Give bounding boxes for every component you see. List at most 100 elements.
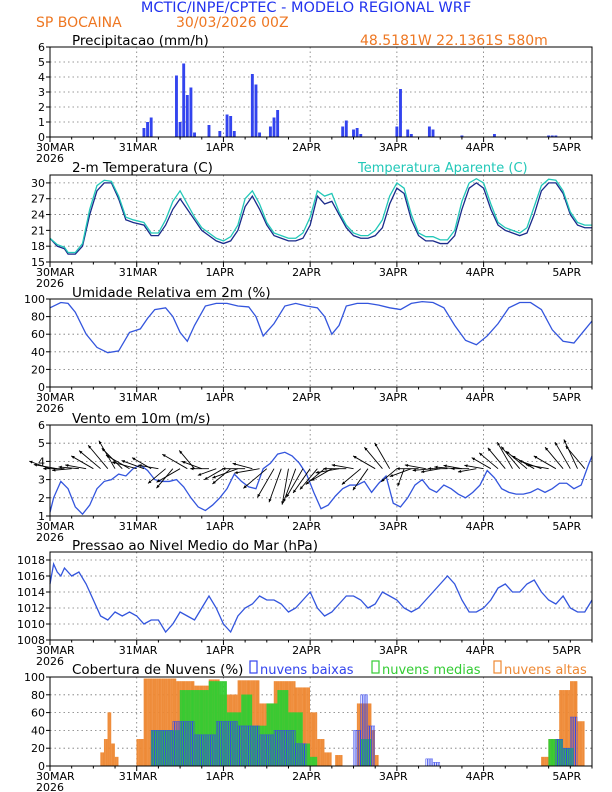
cloud-bar-high xyxy=(318,739,321,767)
wind-arrow-shaft xyxy=(257,468,275,498)
wind-arrow xyxy=(29,460,51,470)
precip-bar xyxy=(427,126,431,137)
x-tick-label: 5APR xyxy=(552,520,581,533)
pressure-line xyxy=(49,561,593,634)
y-tick-label: 20 xyxy=(31,363,45,376)
wind-arrow-head xyxy=(232,462,237,466)
precip-bar xyxy=(229,116,233,137)
x-tick-label: 5APR xyxy=(552,141,581,154)
cloud-bar-low xyxy=(291,730,294,767)
cloud-bar-low xyxy=(174,721,177,767)
wind-arrow-head xyxy=(105,455,110,458)
cloud-bar-low xyxy=(201,734,204,767)
precip-bar xyxy=(399,89,402,137)
cloud-legend-swatch xyxy=(249,660,258,674)
x-tick-label: 31MAR xyxy=(119,644,158,657)
cloud-bar-high xyxy=(317,739,319,767)
wind-arrow-shaft xyxy=(111,461,137,470)
cloud-bar-low xyxy=(248,725,251,767)
cloud-bar-low xyxy=(188,721,191,767)
cloud-bar-high xyxy=(326,752,329,767)
wind-arrow-shaft xyxy=(156,468,174,489)
wind-arrow-head xyxy=(443,464,447,468)
x-tick-label: 1APR xyxy=(205,644,234,657)
station-coords: 48.5181W 22.1361S 580m xyxy=(360,33,548,49)
x-tick-label: 2APR xyxy=(292,644,321,657)
wind-arrow xyxy=(243,468,268,489)
cloud-bar-low xyxy=(158,730,161,767)
y-tick-label: 40 xyxy=(31,346,45,359)
wind-arrow xyxy=(283,468,297,503)
humidity-title: Umidade Relativa em 2m (%) xyxy=(72,285,271,301)
wind-arrow-head xyxy=(404,464,409,468)
wind-arrow-head xyxy=(283,498,287,503)
wind-arrow-shaft xyxy=(285,468,304,498)
precip-bar xyxy=(344,120,348,137)
x-tick-label: 1APR xyxy=(205,141,234,154)
cloud-bar-low xyxy=(163,730,166,767)
cloud-bar-low xyxy=(210,734,213,767)
y-tick-label: 80 xyxy=(31,689,45,702)
cloud-bar-low xyxy=(199,734,202,767)
cloud-bar-low xyxy=(271,734,274,767)
wind-arrow-head xyxy=(43,467,47,471)
cloud-bar-high xyxy=(112,743,115,767)
wind-arrow-head xyxy=(451,467,455,471)
wind-arrow-head xyxy=(506,451,510,455)
wind-arrow-shaft xyxy=(554,441,571,469)
wind-arrow-shaft xyxy=(181,460,202,470)
y-tick-label: 1016 xyxy=(17,570,45,583)
y-tick-label: 30 xyxy=(31,177,45,190)
x-tick-label: 4APR xyxy=(466,770,495,783)
pressure-panel: 1008 1010 1012 1014 1016 1018 30MAR 31MAR 1APR 2A… xyxy=(17,538,593,668)
wind-arrow-head xyxy=(381,478,385,482)
cloud-bar-low xyxy=(575,716,578,767)
wind-arrow xyxy=(156,468,181,483)
wind-arrow-head xyxy=(71,455,75,459)
y-tick-label: 80 xyxy=(31,311,45,324)
wind-arrow-shaft xyxy=(212,468,239,479)
wind-arrow-shaft xyxy=(525,464,549,470)
wind-arrow-shaft xyxy=(500,446,521,469)
precip-bar xyxy=(460,135,464,137)
wind-arrow-shaft xyxy=(505,450,528,470)
precip-bar xyxy=(189,87,193,137)
cloud-bar-low xyxy=(237,725,240,767)
y-tick-label: 3 xyxy=(38,474,45,487)
cloud-bar-high xyxy=(145,678,148,767)
wind-arrow xyxy=(533,455,557,470)
pressure-title: Pressao ao Nivel Medio do Mar (hPa) xyxy=(72,538,318,554)
wind-arrow-shaft xyxy=(352,455,376,470)
wind-arrow-head xyxy=(512,455,516,459)
x-year-label: 2026 xyxy=(36,655,64,668)
wind-arrow xyxy=(505,450,528,470)
x-year-label: 2026 xyxy=(36,781,64,792)
x-tick-label: 31MAR xyxy=(119,141,158,154)
cloud-bar-high xyxy=(141,739,144,767)
precip-bar xyxy=(547,135,551,137)
cloud-bar-low xyxy=(168,730,171,767)
y-tick-label: 0 xyxy=(38,760,45,773)
wind-arrow xyxy=(443,464,462,470)
cloud-bar-low xyxy=(562,747,565,767)
y-tick-label: 1010 xyxy=(17,618,45,631)
cloud-bar-low xyxy=(284,730,287,767)
wind-panel: 1 2 3 4 5 6 30MAR 31MAR 1APR 2APR 3APR 4APR 5APR 2026… xyxy=(29,411,593,544)
wind-arrow-shaft xyxy=(331,464,354,470)
cloud-bar-low xyxy=(208,734,211,767)
cloud-bar-high xyxy=(109,712,112,767)
y-tick-label: 18 xyxy=(31,240,45,253)
wind-arrow-head xyxy=(268,498,272,503)
wind-arrow xyxy=(565,445,586,469)
wind-arrow-shaft xyxy=(197,468,217,476)
cloud-bar-high xyxy=(149,678,151,767)
wind-arrow-head xyxy=(427,467,432,471)
wind-arrow-head xyxy=(212,475,216,479)
cloud-bar-low xyxy=(369,725,372,767)
wind-arrow xyxy=(364,446,383,469)
cloud-bar-low xyxy=(295,743,298,767)
cloud-bar-low xyxy=(356,730,359,767)
x-tick-label: 30MAR xyxy=(36,391,75,404)
y-tick-label: 6 xyxy=(38,41,45,54)
